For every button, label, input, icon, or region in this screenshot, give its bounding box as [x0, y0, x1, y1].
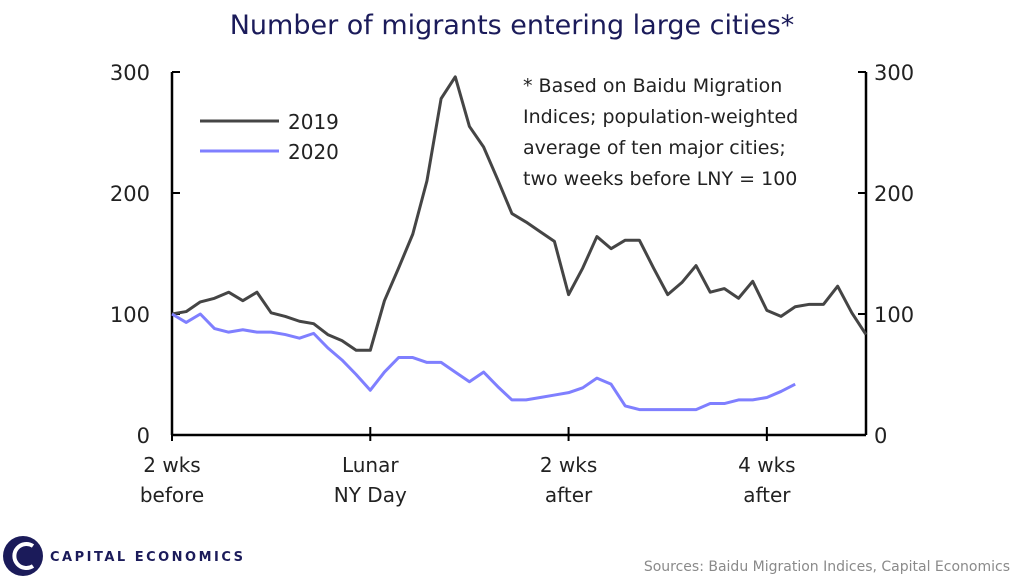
x-tick-label: 2 wks [143, 453, 200, 477]
sources-note: Sources: Baidu Migration Indices, Capita… [644, 559, 1010, 575]
y-tick-label-left: 0 [137, 424, 150, 448]
legend-label-2020: 2020 [288, 140, 339, 164]
series-line-2019 [171, 75, 868, 352]
chart-title: Number of migrants entering large cities… [230, 10, 795, 41]
annotation-line: Indices; population-weighted [523, 106, 798, 128]
logo-icon [3, 536, 43, 576]
y-tick-label-left: 200 [110, 182, 150, 206]
annotation-line: two weeks before LNY = 100 [523, 168, 797, 190]
y-tick-label-right: 200 [874, 182, 914, 206]
x-tick-label: after [743, 483, 791, 507]
x-tick-label: 2 wks [540, 453, 597, 477]
logo-c-icon [12, 542, 35, 570]
y-tick-label-left: 300 [110, 61, 150, 85]
x-tick-label: 4 wks [738, 453, 795, 477]
y-tick-label-right: 0 [874, 424, 887, 448]
logo-text: CAPITAL ECONOMICS [50, 550, 246, 565]
series-line-2020 [171, 312, 796, 412]
y-tick-label-right: 300 [874, 61, 914, 85]
legend-label-2019: 2019 [288, 110, 339, 134]
x-tick-label: after [545, 483, 593, 507]
annotation-line: * Based on Baidu Migration [523, 75, 782, 97]
annotation-line: average of ten major cities; [523, 137, 786, 159]
y-tick-label-left: 100 [110, 303, 150, 327]
x-tick-label: NY Day [334, 483, 407, 507]
x-tick-label: before [140, 483, 204, 507]
x-tick-label: Lunar [342, 453, 399, 477]
y-tick-label-right: 100 [874, 303, 914, 327]
